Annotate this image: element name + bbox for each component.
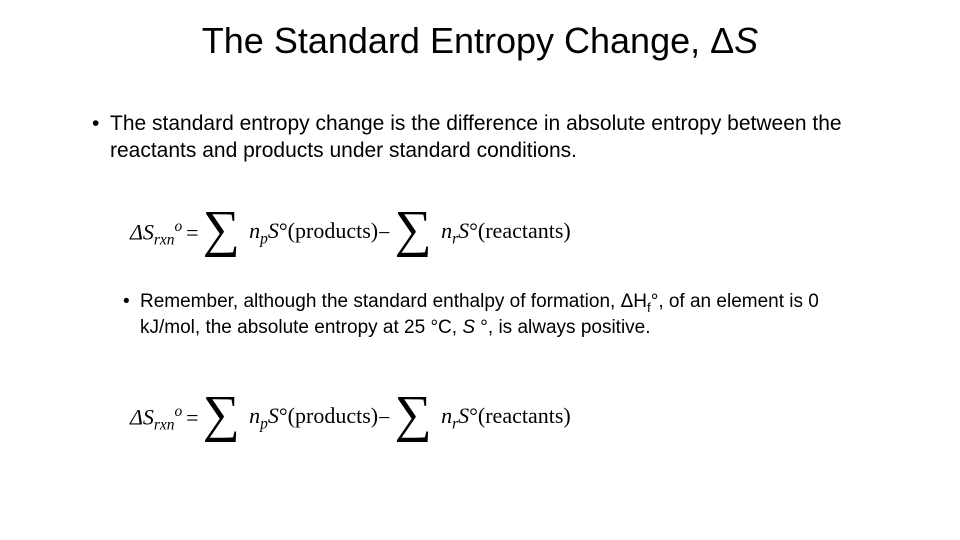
eq1-delta: Δ (130, 219, 143, 244)
eq2-np-n: n (249, 403, 260, 428)
eq1-sigma-1: ∑ (203, 207, 240, 254)
eq1-term-1: npS°(products) (244, 218, 378, 248)
eq1-deg2: ° (469, 218, 478, 243)
eq1-lhs: ΔSrxno (130, 218, 182, 250)
eq1-sup: o (174, 218, 182, 235)
eq2-sup: o (174, 403, 182, 420)
eq2-sigma-1: ∑ (203, 392, 240, 439)
eq1-prod: (products) (288, 218, 378, 243)
bullet-1: • The standard entropy change is the dif… (110, 110, 860, 165)
bullet-2-t1: Remember, although the standard enthalpy… (140, 291, 621, 312)
eq2-equals: = (186, 405, 198, 431)
eq1-minus: − (378, 220, 390, 246)
eq2-term-1: npS°(products) (244, 403, 378, 433)
eq1-S: S (143, 219, 154, 244)
eq2-S: S (143, 404, 154, 429)
bullet-1-text: The standard entropy change is the diffe… (110, 112, 842, 162)
eq2-sigma-2: ∑ (395, 392, 432, 439)
equation-2: ΔSrxno = ∑ npS°(products) − ∑ nrS°(react… (130, 395, 571, 442)
bullet-2-Sdeg: S (462, 317, 475, 338)
bullet-2-dH-sym: ΔH (621, 291, 647, 312)
eq2-Sr: S (458, 403, 469, 428)
eq1-sigma-2: ∑ (395, 207, 432, 254)
eq2-deg2: ° (469, 403, 478, 428)
eq1-Sp: S (268, 218, 279, 243)
eq1-equals: = (186, 220, 198, 246)
bullet-2-dH: ΔHf° (621, 291, 659, 312)
eq1-deg1: ° (279, 218, 288, 243)
eq2-Sp: S (268, 403, 279, 428)
eq2-minus: − (378, 405, 390, 431)
slide: { "title": { "pre": "The Standard Entrop… (0, 0, 960, 540)
bullet-2-Sdeg-sup: ° (475, 317, 488, 338)
eq1-nr-n: n (441, 218, 452, 243)
eq2-term-2: nrS°(reactants) (436, 403, 571, 433)
eq2-np-sub: p (260, 416, 268, 433)
equation-1: ΔSrxno = ∑ npS°(products) − ∑ nrS°(react… (130, 210, 571, 257)
title-text-1: The Standard Entropy Change, (202, 20, 710, 61)
eq2-delta: Δ (130, 404, 143, 429)
eq2-sub: rxn (154, 416, 175, 433)
eq1-Sr: S (458, 218, 469, 243)
eq1-react: (reactants) (478, 218, 571, 243)
slide-title: The Standard Entropy Change, ΔS (0, 20, 960, 62)
eq1-sub: rxn (154, 231, 175, 248)
bullet-2-t3: , is always positive. (488, 317, 651, 338)
eq1-np-n: n (249, 218, 260, 243)
eq2-prod: (products) (288, 403, 378, 428)
bullet-2: • Remember, although the standard enthal… (140, 290, 870, 341)
title-delta: Δ (710, 20, 734, 61)
eq2-nr-n: n (441, 403, 452, 428)
eq2-deg1: ° (279, 403, 288, 428)
eq2-lhs: ΔSrxno (130, 403, 182, 435)
eq1-term-2: nrS°(reactants) (436, 218, 571, 248)
eq2-react: (reactants) (478, 403, 571, 428)
title-S: S (734, 20, 758, 61)
eq1-np-sub: p (260, 231, 268, 248)
bullet-2-marker: • (123, 290, 130, 315)
bullet-1-marker: • (92, 110, 99, 137)
